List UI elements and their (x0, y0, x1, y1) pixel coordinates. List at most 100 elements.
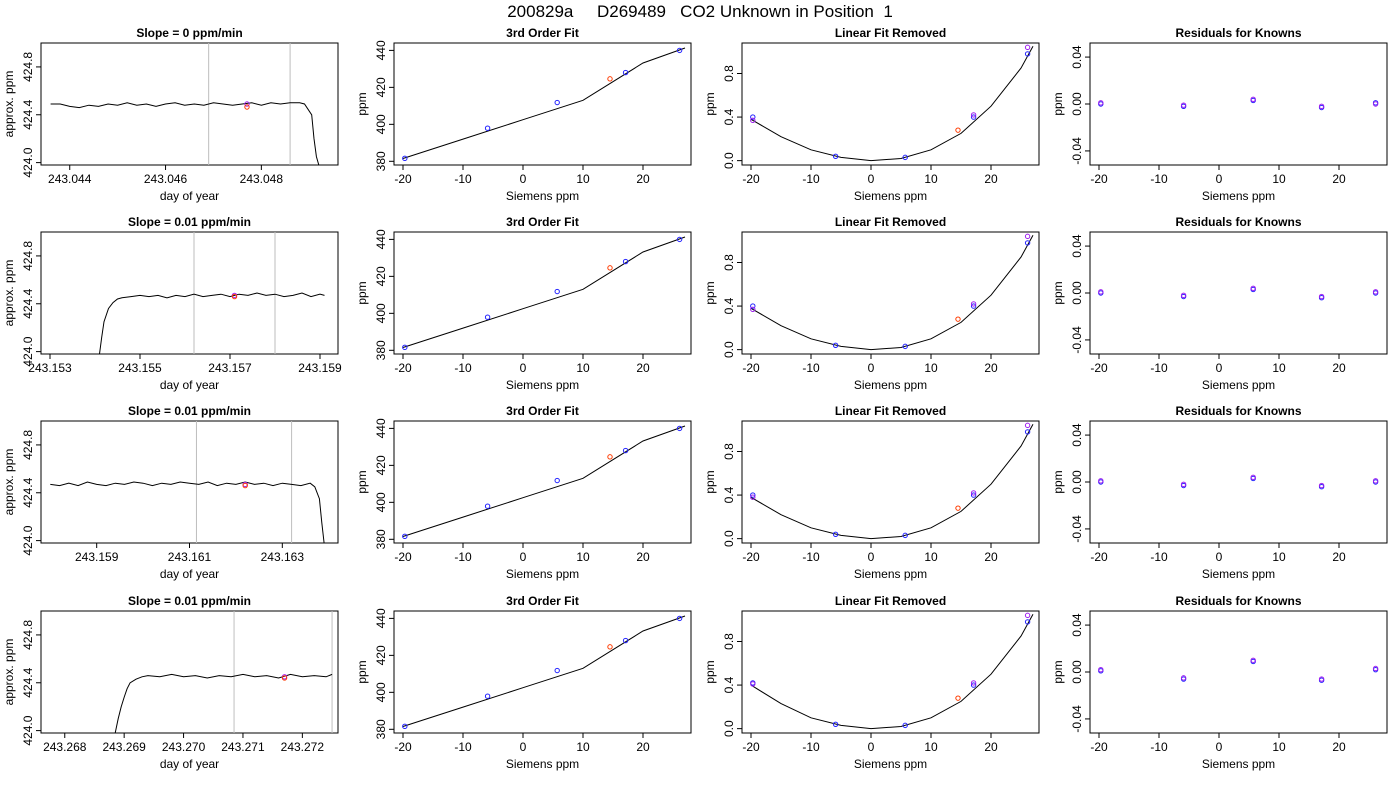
y-tick-label: 0.8 (722, 443, 736, 460)
co2-trace-line (50, 481, 325, 543)
y-axis-label: ppm (355, 92, 369, 115)
data-point-known_b (970, 490, 977, 496)
data-point-known_a (1024, 240, 1031, 246)
x-axis-label: Siemens ppm (1202, 189, 1275, 203)
data-point-unknown (607, 454, 613, 460)
panel-title: Slope = 0.01 ppm/min (128, 215, 251, 229)
y-tick-label: -0.04 (1070, 515, 1084, 543)
x-axis-label: day of year (160, 757, 219, 771)
y-tick-label: 424.4 (21, 667, 35, 697)
x-tick-label: 20 (1332, 361, 1346, 375)
x-axis-label: Siemens ppm (1202, 378, 1275, 392)
y-tick-label: 380 (374, 151, 388, 171)
data-point-known_a (484, 503, 491, 509)
y-tick-label: 0.04 (1070, 613, 1084, 637)
panel-r2-c2: 3rd Order Fit -20 -10 0 10 20 380 400 420 440 Siem… (355, 215, 692, 392)
y-axis-label: ppm (1051, 92, 1065, 115)
x-tick-label: 0 (1216, 361, 1223, 375)
y-tick-label: 400 (374, 682, 388, 702)
data-point-known_a (750, 114, 756, 120)
data-point-known_a (622, 637, 629, 644)
x-tick-label: -20 (742, 550, 760, 564)
plot-area (402, 236, 686, 351)
x-axis-label: Siemens ppm (506, 757, 579, 771)
panel-title: Residuals for Knowns (1175, 594, 1301, 608)
x-tick-label: -20 (1090, 361, 1108, 375)
y-axis-label: approx. ppm (2, 639, 16, 706)
page-title: 200829a D269489 CO2 Unknown in Position … (507, 2, 893, 21)
data-point-known_a (832, 342, 839, 348)
y-tick-label: -0.04 (1070, 705, 1084, 733)
y-tick-label: 440 (374, 418, 388, 438)
panel-title: Slope = 0 ppm/min (136, 26, 242, 40)
panel-r4-c3: Linear Fit Removed -20 -10 0 10 20 0.0 0.4 0.8 Si… (703, 594, 1040, 771)
x-tick-label: 243.163 (261, 550, 305, 564)
x-tick-label: 0 (1216, 172, 1223, 186)
data-point-known_a (832, 531, 839, 537)
panel-title: 3rd Order Fit (506, 215, 579, 229)
data-point-known_a (484, 693, 491, 699)
y-axis-label: ppm (1051, 281, 1065, 304)
panel-title: Residuals for Knowns (1175, 215, 1301, 229)
y-tick-label: 0.0 (722, 152, 736, 169)
y-tick-label: 420 (374, 77, 388, 97)
plot-frame (741, 610, 1040, 734)
x-tick-label: -10 (454, 740, 472, 754)
plot-frame (1089, 610, 1388, 734)
data-point-known_b (1372, 478, 1379, 484)
panel-r1-c3: Linear Fit Removed -20 -10 0 10 20 0.0 0.4 0.8 Si… (703, 26, 1040, 203)
x-tick-label: 243.155 (118, 361, 162, 375)
data-point-known_b (1250, 657, 1256, 663)
fit-curve (750, 46, 1034, 162)
fit-curve (402, 236, 686, 348)
plot-frame (40, 420, 339, 544)
x-tick-label: -10 (1150, 361, 1168, 375)
x-axis-label: Siemens ppm (1202, 757, 1275, 771)
x-tick-label: -20 (742, 361, 760, 375)
y-tick-label: 0.0 (722, 341, 736, 358)
y-axis-label: approx. ppm (2, 260, 16, 327)
data-point-known_b (1250, 474, 1256, 481)
y-tick-label: 0.0 (722, 720, 736, 737)
panel-r2-c4: Residuals for Knowns -20 -10 0 10 20 -0.04 0.00… (1051, 215, 1388, 392)
plot-area (402, 615, 686, 730)
plot-frame (1089, 42, 1388, 166)
data-point-known_b (1318, 293, 1325, 300)
plot-frame (393, 610, 692, 734)
y-tick-label: 424.4 (21, 477, 35, 507)
data-point-known_b (1024, 612, 1031, 619)
data-point-known_a (1024, 619, 1031, 625)
y-tick-label: 380 (374, 340, 388, 360)
x-axis-label: Siemens ppm (1202, 567, 1275, 581)
y-tick-label: 424.0 (21, 715, 35, 745)
data-point-known_a (1024, 429, 1031, 435)
y-tick-label: 0.4 (722, 108, 736, 125)
panel-title: Linear Fit Removed (835, 215, 946, 229)
plot-frame (393, 231, 692, 355)
x-tick-label: 243.270 (162, 740, 206, 754)
data-point-known_b (244, 101, 250, 107)
panel-title: Linear Fit Removed (835, 594, 946, 608)
x-tick-label: 243.157 (208, 361, 252, 375)
x-tick-label: 10 (1272, 361, 1286, 375)
x-tick-label: 243.153 (28, 361, 72, 375)
data-point-unknown (231, 293, 238, 300)
y-axis-label: ppm (355, 660, 369, 683)
x-tick-label: 10 (1272, 740, 1286, 754)
x-tick-label: 0 (868, 740, 875, 754)
y-tick-label: 420 (374, 455, 388, 475)
x-tick-label: 20 (1332, 740, 1346, 754)
plot-frame (393, 420, 692, 544)
y-tick-label: 0.0 (722, 530, 736, 547)
y-tick-label: 0.04 (1070, 423, 1084, 447)
data-point-known_a (1024, 51, 1031, 57)
x-tick-label: 0 (520, 361, 527, 375)
x-tick-label: 10 (576, 172, 590, 186)
x-axis-label: day of year (160, 567, 219, 581)
data-point-known_a (554, 288, 560, 295)
data-point-known_b (1024, 233, 1031, 240)
data-point-known_a (402, 344, 408, 351)
data-point-known_b (750, 681, 756, 687)
y-tick-label: 380 (374, 719, 388, 739)
x-tick-label: -20 (1090, 550, 1108, 564)
